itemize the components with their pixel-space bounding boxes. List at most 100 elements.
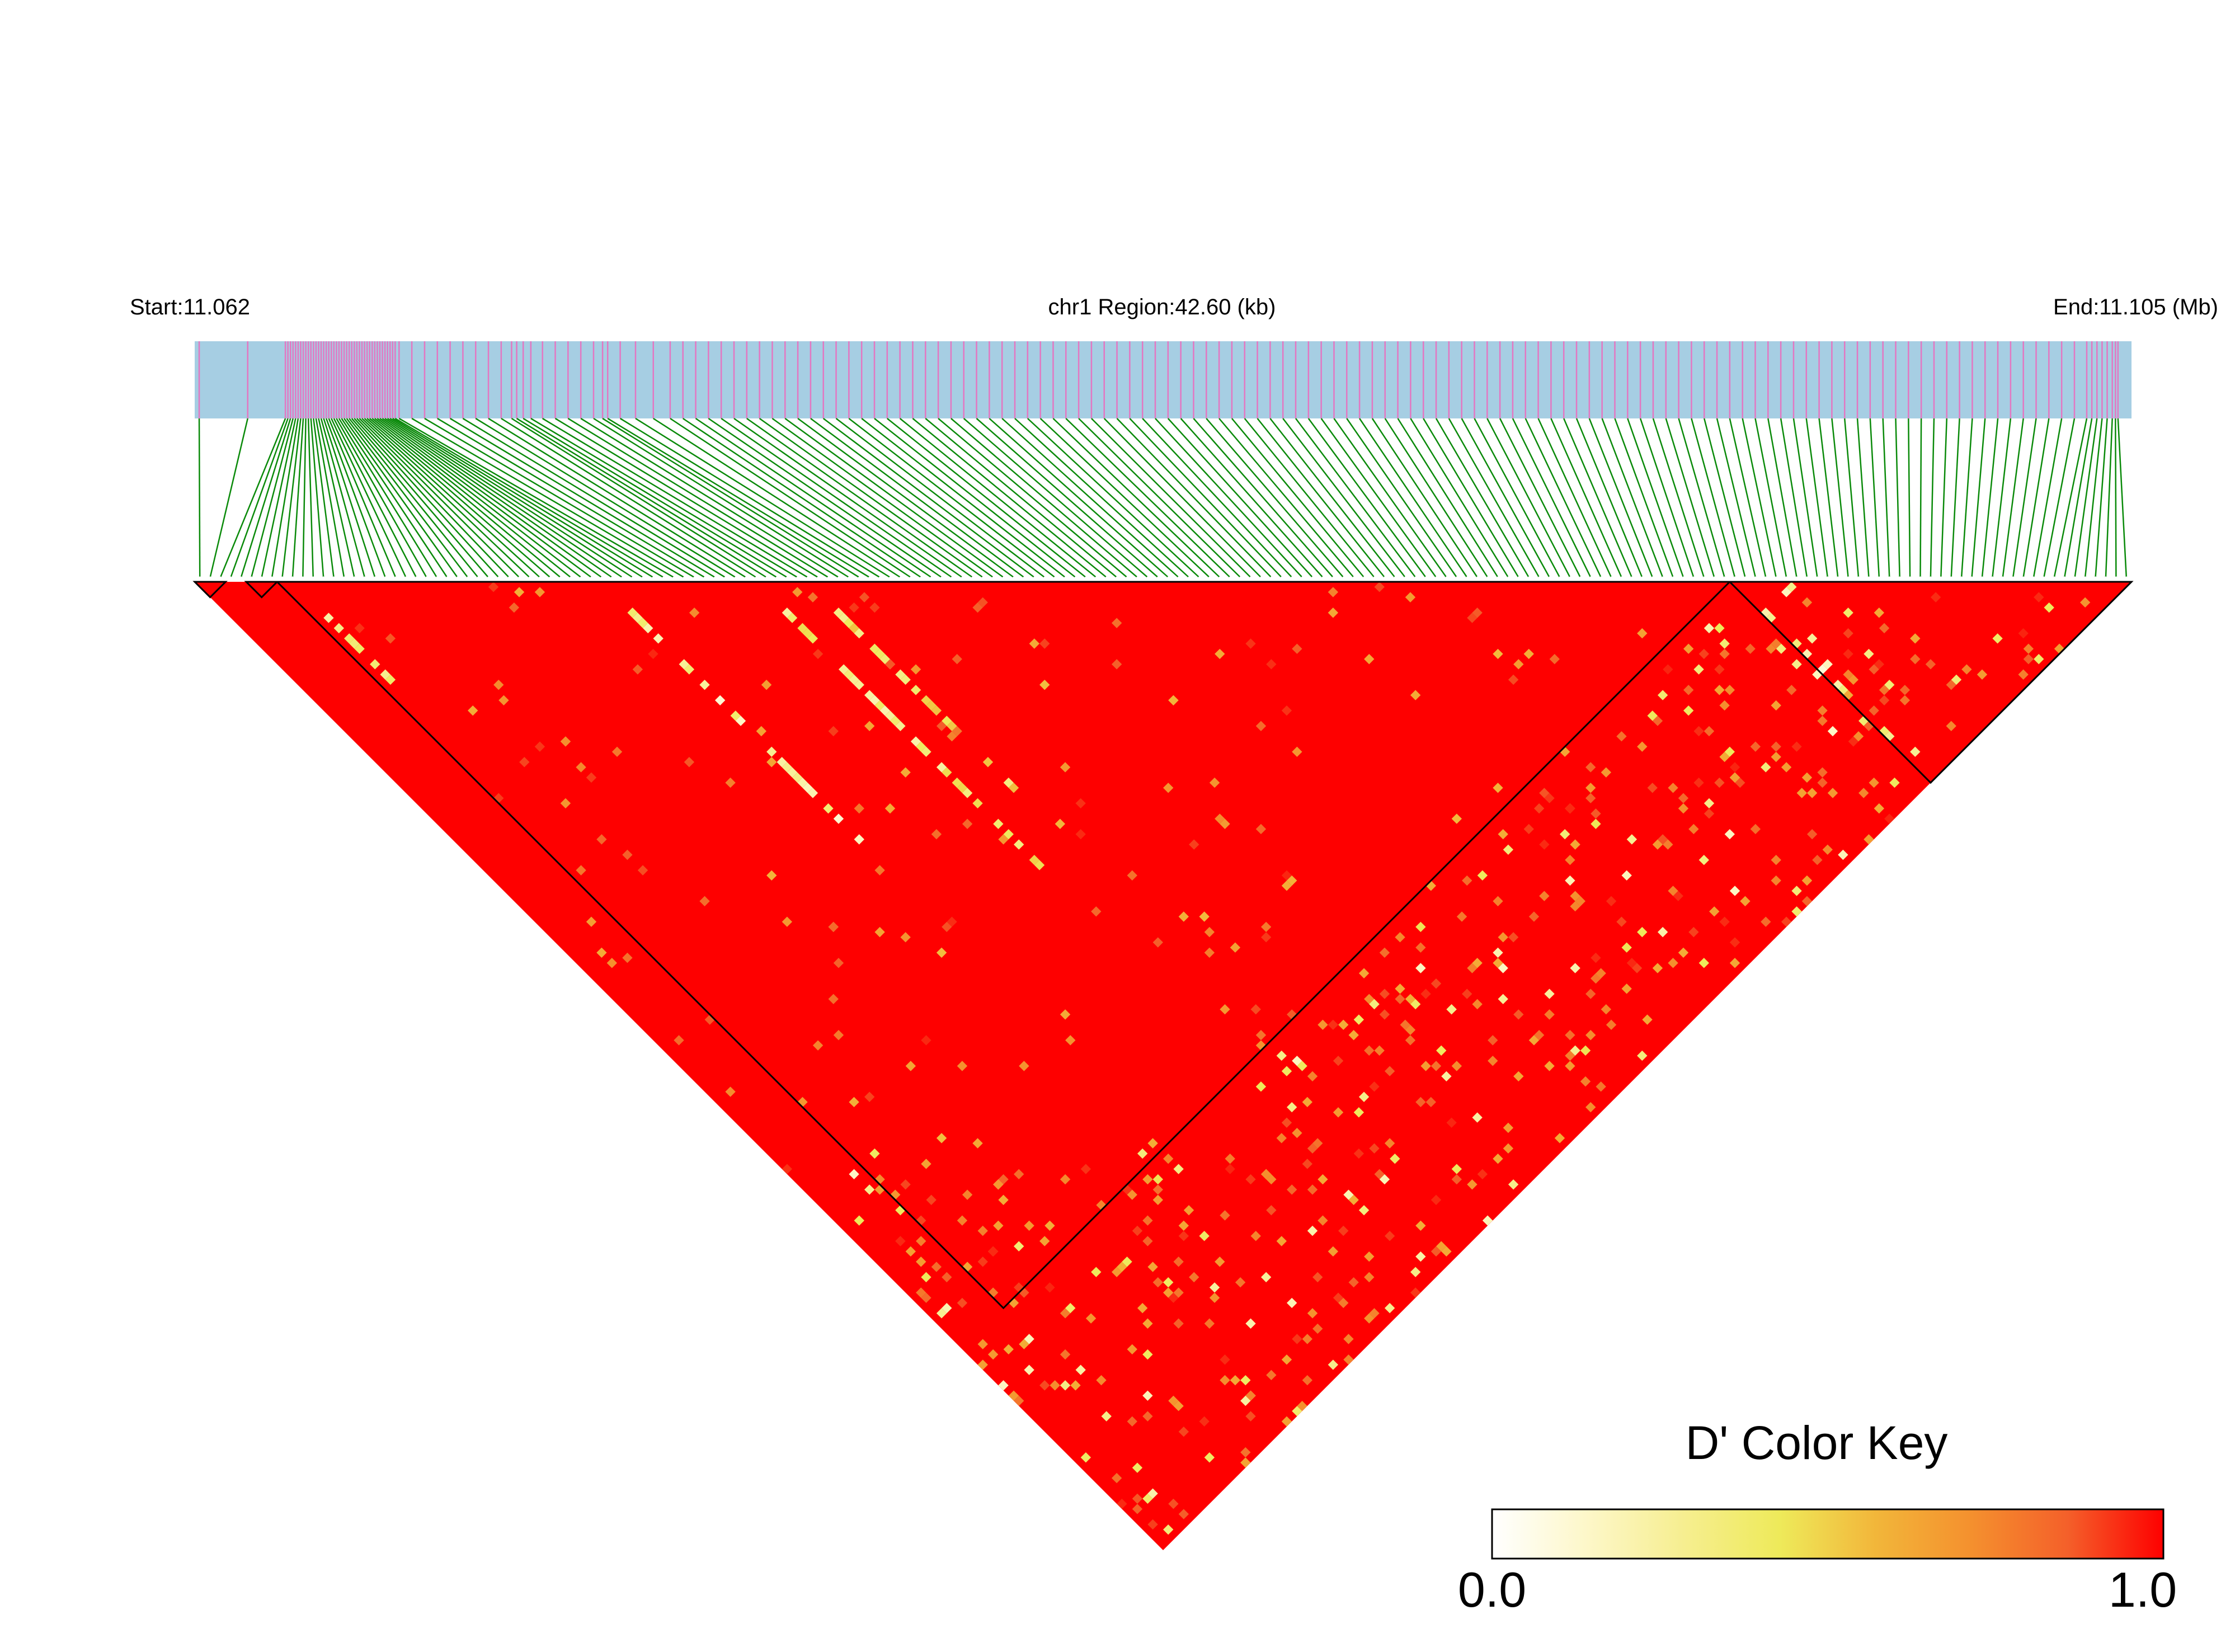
- ld-cell: [1591, 952, 1601, 963]
- ld-cell: [1827, 726, 1838, 737]
- ld-edge-tooth: [1977, 576, 1988, 582]
- ld-cell: [1152, 1194, 1163, 1206]
- ld-cell: [1740, 896, 1751, 907]
- ld-cell: [854, 628, 864, 639]
- ld-cell: [1425, 1096, 1436, 1108]
- ld-cell: [1704, 726, 1715, 737]
- ld-cell: [1142, 1390, 1153, 1401]
- ld-edge-tooth: [1884, 576, 1895, 582]
- ld-cell: [1220, 1354, 1230, 1365]
- ld-cell: [1091, 906, 1102, 917]
- ld-edge-tooth: [318, 576, 329, 582]
- ld-cell: [936, 1133, 947, 1143]
- ld-cell: [1652, 963, 1663, 973]
- snp-connector: [392, 417, 654, 578]
- ld-cell: [1024, 1334, 1034, 1344]
- ld-cell: [514, 587, 525, 597]
- ld-cell: [1498, 963, 1508, 973]
- ld-cell: [1575, 896, 1586, 907]
- ld-cell: [344, 633, 355, 644]
- snp-connector: [389, 417, 643, 578]
- ld-cell: [802, 628, 813, 639]
- ld-edge-tooth: [1348, 576, 1359, 582]
- ld-cell: [1724, 685, 1735, 695]
- ld-cell: [1554, 1133, 1565, 1143]
- ld-cell: [1312, 1272, 1323, 1283]
- ld-cell: [1657, 926, 1668, 938]
- snp-connector: [1065, 418, 1231, 578]
- ld-cell: [812, 1040, 824, 1051]
- ld-cell: [534, 741, 545, 752]
- snp-connector: [1950, 418, 1960, 578]
- snp-connector: [516, 417, 778, 578]
- ld-cell: [576, 762, 586, 773]
- ld-edge-tooth: [1266, 576, 1277, 582]
- snp-connector: [1992, 418, 2012, 578]
- ld-cell: [1565, 1030, 1575, 1041]
- ld-edge-tooth: [669, 576, 679, 582]
- ld-cell: [1029, 638, 1040, 649]
- ld-cell: [1286, 1102, 1297, 1113]
- ld-cell: [730, 710, 741, 721]
- ld-cell: [1168, 1395, 1179, 1406]
- ld-edge-tooth: [1565, 576, 1575, 582]
- ld-edge-tooth: [1616, 576, 1627, 582]
- ld-edge-tooth: [833, 576, 844, 582]
- ld-cell: [1714, 664, 1725, 675]
- ld-cell: [1817, 716, 1828, 726]
- snp-connector: [1960, 418, 1973, 578]
- ld-cell: [1585, 793, 1596, 803]
- ld-cell: [1596, 1081, 1606, 1092]
- ld-edge-tooth: [2069, 576, 2080, 582]
- ld-cell: [957, 1297, 968, 1309]
- ld-cell: [1508, 1179, 1519, 1190]
- ld-cell: [1446, 1117, 1457, 1128]
- ld-cell: [1606, 1019, 1617, 1030]
- ld-cell: [828, 726, 839, 737]
- ld-cell: [1085, 1313, 1097, 1324]
- ld-edge-tooth: [1657, 576, 1668, 582]
- ld-cell: [2034, 653, 2044, 665]
- chromosome-region-bar: [195, 341, 2132, 418]
- ld-cell: [1719, 638, 1730, 649]
- snp-connector: [361, 418, 530, 578]
- ld-cell: [1853, 731, 1864, 742]
- ld-cell: [1003, 829, 1014, 840]
- ld-edge-tooth: [1740, 576, 1751, 582]
- ld-cell: [1364, 653, 1375, 665]
- ld-cell: [1204, 1452, 1215, 1463]
- ld-cell: [1245, 1411, 1256, 1422]
- ld-cell: [1698, 854, 1709, 865]
- snp-connector: [670, 417, 911, 578]
- snp-connector: [349, 418, 479, 578]
- ld-edge-tooth: [1400, 576, 1410, 582]
- ld-cell: [1003, 1344, 1014, 1355]
- ld-edge-tooth: [1812, 576, 1823, 582]
- ld-cell: [684, 664, 695, 675]
- ld-cell: [766, 757, 777, 768]
- ld-cell: [1132, 1462, 1143, 1473]
- ld-cell: [1034, 860, 1045, 870]
- ld-cell: [1493, 958, 1503, 968]
- ld-cell: [884, 710, 896, 721]
- ld-edge-tooth: [1328, 576, 1339, 582]
- ld-cell: [699, 679, 710, 690]
- ld-edge-tooth: [246, 576, 257, 582]
- ld-cell: [1832, 679, 1843, 690]
- ld-cell: [1843, 648, 1853, 660]
- snp-connector: [379, 417, 603, 578]
- ld-edge-tooth: [864, 576, 875, 582]
- ld-cell: [1498, 994, 1508, 1005]
- snp-connector: [1908, 418, 1911, 578]
- snp-connector: [1231, 418, 1365, 578]
- ld-cell: [1168, 1498, 1179, 1509]
- ld-cell: [787, 613, 798, 623]
- ld-cell: [993, 1179, 1004, 1190]
- ld-cell: [1395, 983, 1405, 994]
- ld-cell: [1307, 1143, 1318, 1154]
- snp-connector: [1129, 418, 1282, 578]
- ld-cell: [1060, 1174, 1071, 1185]
- ld-cell: [1879, 685, 1890, 695]
- snp-connector: [1180, 418, 1324, 578]
- ld-edge-tooth: [895, 576, 906, 582]
